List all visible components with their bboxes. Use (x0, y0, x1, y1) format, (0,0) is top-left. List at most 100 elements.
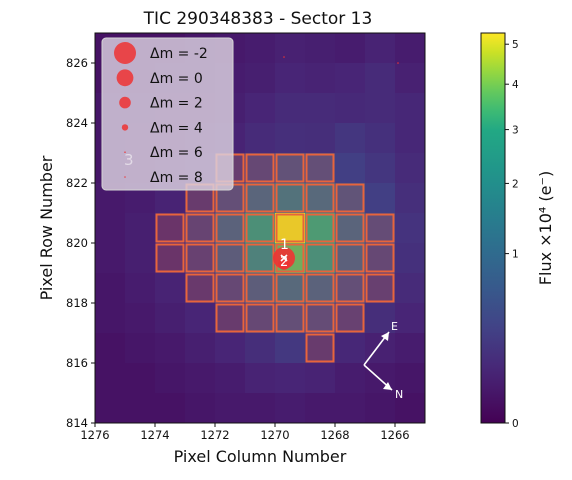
heatmap-cell (215, 213, 246, 244)
heatmap-cell (215, 393, 246, 424)
heatmap-cell (245, 183, 276, 214)
heatmap-cell (335, 93, 366, 124)
heatmap-cell (395, 393, 426, 424)
colorbar-label: Flux ×10⁴ (e⁻) (536, 171, 555, 285)
heatmap-cell (365, 393, 396, 424)
heatmap-cell (305, 273, 336, 304)
heatmap-cell (365, 123, 396, 154)
heatmap-cell (185, 213, 216, 244)
heatmap-cell (335, 63, 366, 94)
heatmap-cell (305, 123, 336, 154)
heatmap-cell (125, 243, 156, 274)
heatmap-cell (335, 303, 366, 334)
heatmap-cell (365, 273, 396, 304)
heatmap-cell (335, 33, 366, 64)
y-axis-label: Pixel Row Number (37, 155, 56, 300)
x-axis-label: Pixel Column Number (174, 447, 347, 466)
colorbar-frame (480, 32, 506, 424)
y-tick-label: 820 (66, 236, 88, 250)
heatmap-cell (155, 243, 186, 274)
colorbar-tick-label: 4 (512, 79, 519, 91)
heatmap-cell (365, 33, 396, 64)
heatmap-cell (305, 243, 336, 274)
heatmap-cell (305, 393, 336, 424)
heatmap-cell (395, 273, 426, 304)
compass-north-head (383, 382, 392, 390)
heatmap-cell (395, 123, 426, 154)
plot-frame (94, 32, 426, 424)
heatmap-cell (365, 243, 396, 274)
heatmap-cell (245, 273, 276, 304)
heatmap-cell (275, 363, 306, 394)
heatmap-cell (95, 273, 126, 304)
aperture-pixel (245, 273, 275, 303)
chart-title: TIC 290348383 - Sector 13 (143, 9, 373, 29)
heatmap-cell (155, 363, 186, 394)
heatmap-cell (215, 273, 246, 304)
aperture-pixel (305, 213, 335, 243)
heatmap-cell (275, 333, 306, 364)
aperture-pixel (305, 153, 335, 183)
heatmap-cell (335, 243, 366, 274)
heatmap-cell (275, 303, 306, 334)
heatmap-cell (275, 183, 306, 214)
heatmap-cell (215, 333, 246, 364)
heatmap-cell (95, 333, 126, 364)
heatmap-cell (335, 363, 366, 394)
heatmap-cell (395, 153, 426, 184)
aperture-pixel (215, 243, 245, 273)
aperture-pixel (335, 213, 365, 243)
aperture-pixel (245, 303, 275, 333)
heatmap-cell (395, 93, 426, 124)
heatmap-cell (185, 393, 216, 424)
heatmap-cell (125, 393, 156, 424)
heatmap-cell (245, 333, 276, 364)
heatmap-cell (395, 333, 426, 364)
heatmap-cell (185, 333, 216, 364)
aperture-pixel (305, 333, 335, 363)
heatmap-cell (335, 213, 366, 244)
aperture-pixel (335, 243, 365, 273)
aperture-pixel (305, 183, 335, 213)
star-label-1: 1 (280, 237, 289, 253)
heatmap-cell (245, 63, 276, 94)
heatmap-cell (275, 153, 306, 184)
heatmap-cell (305, 333, 336, 364)
heatmap-cell (245, 213, 276, 244)
aperture-pixel (215, 273, 245, 303)
heatmap-cell (395, 303, 426, 334)
heatmap-cell (365, 183, 396, 214)
aperture-pixel (185, 243, 215, 273)
legend-label: Δm = 6 (150, 145, 203, 161)
heatmap-cell (395, 183, 426, 214)
heatmap-cell (245, 33, 276, 64)
y-tick-label: 814 (66, 416, 88, 430)
aperture-pixel (155, 213, 185, 243)
heatmap-cell (365, 213, 396, 244)
aperture-pixel (185, 213, 215, 243)
heatmap-cell (245, 153, 276, 184)
heatmap-cell (185, 273, 216, 304)
legend-marker (121, 124, 129, 131)
heatmap-cell (125, 213, 156, 244)
heatmap-cell (395, 63, 426, 94)
heatmap-cell (305, 213, 336, 244)
x-tick-label: 1272 (200, 428, 229, 442)
heatmap-cell (305, 363, 336, 394)
heatmap-cell (95, 243, 126, 274)
faint-star-marker (397, 62, 399, 64)
aperture-pixel (245, 213, 275, 243)
heatmap-cell (335, 333, 366, 364)
heatmap-cell (335, 153, 366, 184)
aperture-pixel (305, 243, 335, 273)
legend-label: Δm = 4 (150, 120, 203, 136)
heatmap-cell (275, 213, 306, 244)
heatmap-cell (335, 183, 366, 214)
colorbar-tick-label: 5 (512, 39, 519, 51)
heatmap-cell (275, 393, 306, 424)
legend-label: Δm = 2 (150, 96, 203, 112)
heatmap-cell (95, 213, 126, 244)
heatmap-cell (305, 93, 336, 124)
heatmap-cell (245, 303, 276, 334)
